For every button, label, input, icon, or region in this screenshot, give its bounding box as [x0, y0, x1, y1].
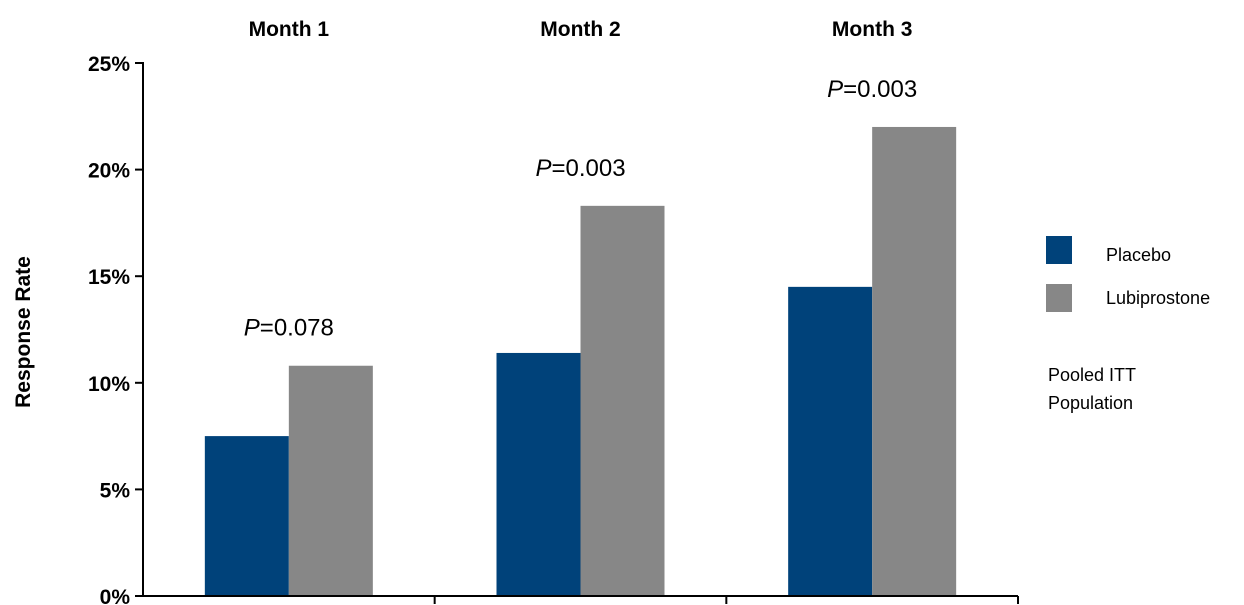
bar-lubiprostone-month-3 [872, 126, 957, 597]
legend-label-lubiprostone: Lubiprostone [1106, 288, 1210, 308]
bars-group [204, 126, 957, 597]
y-tick-label-0: 0% [100, 586, 131, 605]
legend-swatch-lubiprostone [1046, 284, 1072, 312]
y-tick-label-25: 25% [88, 53, 130, 76]
p-value-month-3: P=0.003 [827, 76, 917, 103]
p-value-prefix-month-3: P [827, 76, 843, 103]
bar-lubiprostone-month-2 [580, 205, 665, 596]
legend-swatch-placebo [1046, 236, 1072, 264]
y-tick-label-20: 20% [88, 160, 130, 183]
population-note-line-2: Population [1048, 393, 1133, 413]
bar-placebo-month-3 [788, 286, 873, 596]
y-tick-label-5: 5% [100, 479, 131, 502]
y-axis-label: Response Rate [12, 256, 35, 408]
p-value-prefix-month-1: P [244, 315, 260, 342]
bar-lubiprostone-month-1 [288, 365, 373, 596]
population-note-line-1: Pooled ITT [1048, 365, 1136, 385]
legend-label-placebo: Placebo [1106, 245, 1171, 265]
bar-placebo-month-2 [496, 352, 581, 596]
p-value-month-1: P=0.078 [244, 315, 334, 342]
p-value-prefix-month-2: P [535, 155, 551, 182]
category-label-month-2: Month 2 [540, 18, 620, 41]
bar-placebo-month-1 [204, 436, 289, 596]
population-note: Pooled ITT Population [1048, 365, 1141, 413]
category-label-month-1: Month 1 [249, 18, 330, 41]
y-tick-label-10: 10% [88, 373, 130, 396]
p-value-month-2: P=0.003 [535, 155, 625, 182]
p-value-text-month-2: =0.003 [551, 155, 625, 182]
p-value-text-month-1: =0.078 [260, 315, 334, 342]
y-tick-label-15: 15% [88, 266, 130, 289]
p-value-text-month-3: =0.003 [843, 76, 917, 103]
category-label-month-3: Month 3 [832, 18, 912, 41]
axes-group [135, 62, 1019, 604]
